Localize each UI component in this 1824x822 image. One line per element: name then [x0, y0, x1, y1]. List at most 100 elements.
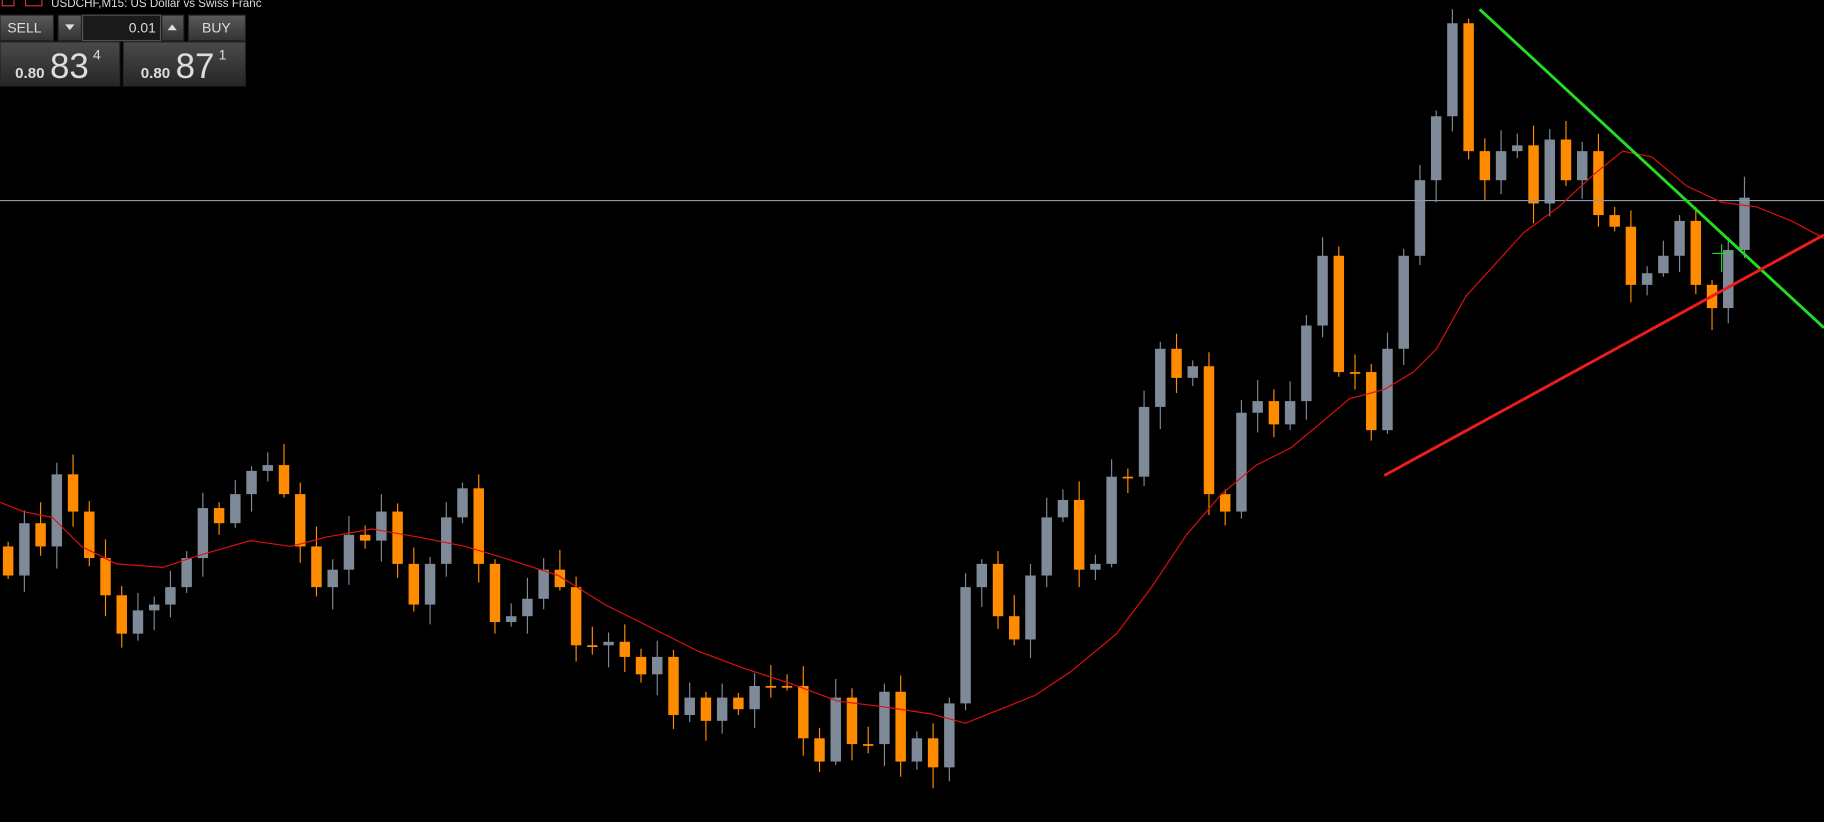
candle-body: [1025, 575, 1036, 640]
candle-body: [489, 563, 501, 623]
candle-body: [1284, 401, 1296, 425]
candle-body: [1398, 255, 1409, 349]
candle-body: [652, 656, 663, 675]
candle-body: [1463, 23, 1474, 152]
candle-body: [197, 508, 209, 559]
candle-body: [895, 691, 906, 762]
candle-body: [213, 508, 225, 524]
candle-body: [1576, 151, 1588, 181]
candle-body: [84, 511, 95, 559]
candle-body: [1187, 366, 1198, 378]
candle-body: [19, 523, 30, 576]
candle-body: [1495, 151, 1507, 181]
candle-body: [830, 697, 841, 762]
sell-button[interactable]: [0, 14, 55, 42]
candle-body: [879, 691, 890, 745]
sell-price-prefix: 0.80: [15, 65, 44, 82]
candle-body: [1155, 348, 1166, 407]
candle-body: [1366, 372, 1377, 431]
trend-line-up: [1383, 233, 1824, 477]
candle-body: [1739, 197, 1750, 250]
candle-body: [100, 558, 111, 596]
candle-body: [473, 488, 484, 564]
candle-body: [749, 685, 760, 710]
candle-body: [35, 523, 46, 547]
buy-price-sup: 1: [219, 46, 227, 62]
candle-body: [1609, 215, 1620, 227]
window-icon: [25, 0, 43, 7]
buy-price-box[interactable]: [122, 41, 247, 87]
candle-body: [603, 641, 614, 646]
candle-body: [246, 470, 257, 495]
candle-body: [165, 587, 176, 605]
buy-price-big: 87: [176, 47, 215, 86]
candle-body: [1041, 517, 1052, 576]
candle-body: [716, 697, 728, 721]
candle-body: [2, 546, 14, 576]
candle-body: [684, 697, 695, 716]
sell-price-big: 83: [50, 47, 89, 86]
candle-body: [846, 697, 858, 745]
candle-body: [1268, 401, 1280, 425]
candle-body: [1171, 348, 1182, 378]
candle-body: [327, 569, 338, 588]
sell-label: SELL: [7, 20, 41, 36]
window-title: USDCHF,M15: US Dollar vs Swiss Franc: [51, 0, 262, 10]
candle-body: [1430, 116, 1442, 181]
sell-price-box[interactable]: [0, 41, 121, 87]
candle-body: [1512, 145, 1523, 152]
candle-body: [1658, 255, 1669, 274]
candle-body: [1057, 499, 1069, 518]
candle-body: [311, 546, 322, 588]
candle-body: [814, 738, 825, 762]
candle-body: [538, 569, 549, 599]
candle-body: [960, 587, 971, 704]
candle-body: [1479, 151, 1491, 181]
candle-body: [1723, 249, 1734, 309]
candle-body: [1317, 255, 1328, 326]
buy-price-prefix: 0.80: [141, 65, 170, 82]
candle-body: [1236, 412, 1247, 512]
candle-body: [1009, 616, 1020, 640]
candle-body: [132, 610, 144, 634]
candle-body: [392, 511, 403, 564]
arrow-up: [167, 24, 177, 31]
window-icon: [1, 0, 15, 7]
plot-area: [2, 9, 1750, 789]
candle-body: [1090, 563, 1101, 570]
lot-field[interactable]: [82, 14, 162, 42]
buy-label: BUY: [202, 20, 231, 36]
buy-button[interactable]: [187, 14, 247, 42]
candle-body: [1203, 366, 1215, 495]
lot-value: 0.01: [129, 20, 156, 36]
candle-body: [51, 474, 63, 547]
candle-body: [408, 563, 420, 605]
candle-body: [635, 656, 647, 675]
candle-body: [1382, 348, 1393, 431]
candle-body: [457, 488, 468, 518]
candle-body: [505, 616, 517, 623]
candle-body: [554, 569, 566, 588]
candle-body: [927, 738, 939, 768]
candle-body: [765, 685, 777, 688]
candle-body: [587, 645, 598, 648]
candle-body: [359, 534, 371, 541]
candle-body: [976, 563, 988, 588]
candle-body: [1349, 372, 1361, 374]
candle-body: [1447, 23, 1458, 117]
candle-body: [1674, 220, 1685, 256]
candle-body: [343, 534, 355, 570]
candle-body: [295, 494, 306, 547]
candle-body: [1593, 151, 1604, 216]
trade-panel: SELL 0.01 BUY 0.80 83 4 0.80 87 1: [0, 14, 247, 87]
candle-body: [148, 604, 160, 611]
candle-body: [733, 697, 744, 710]
candle-body: [781, 685, 793, 688]
candle-body: [570, 587, 582, 646]
trend-line-down: [1478, 8, 1824, 329]
candle-body: [1138, 406, 1150, 477]
candle-body: [992, 563, 1004, 617]
candle-body: [1219, 494, 1231, 512]
candle-body: [1690, 220, 1702, 285]
